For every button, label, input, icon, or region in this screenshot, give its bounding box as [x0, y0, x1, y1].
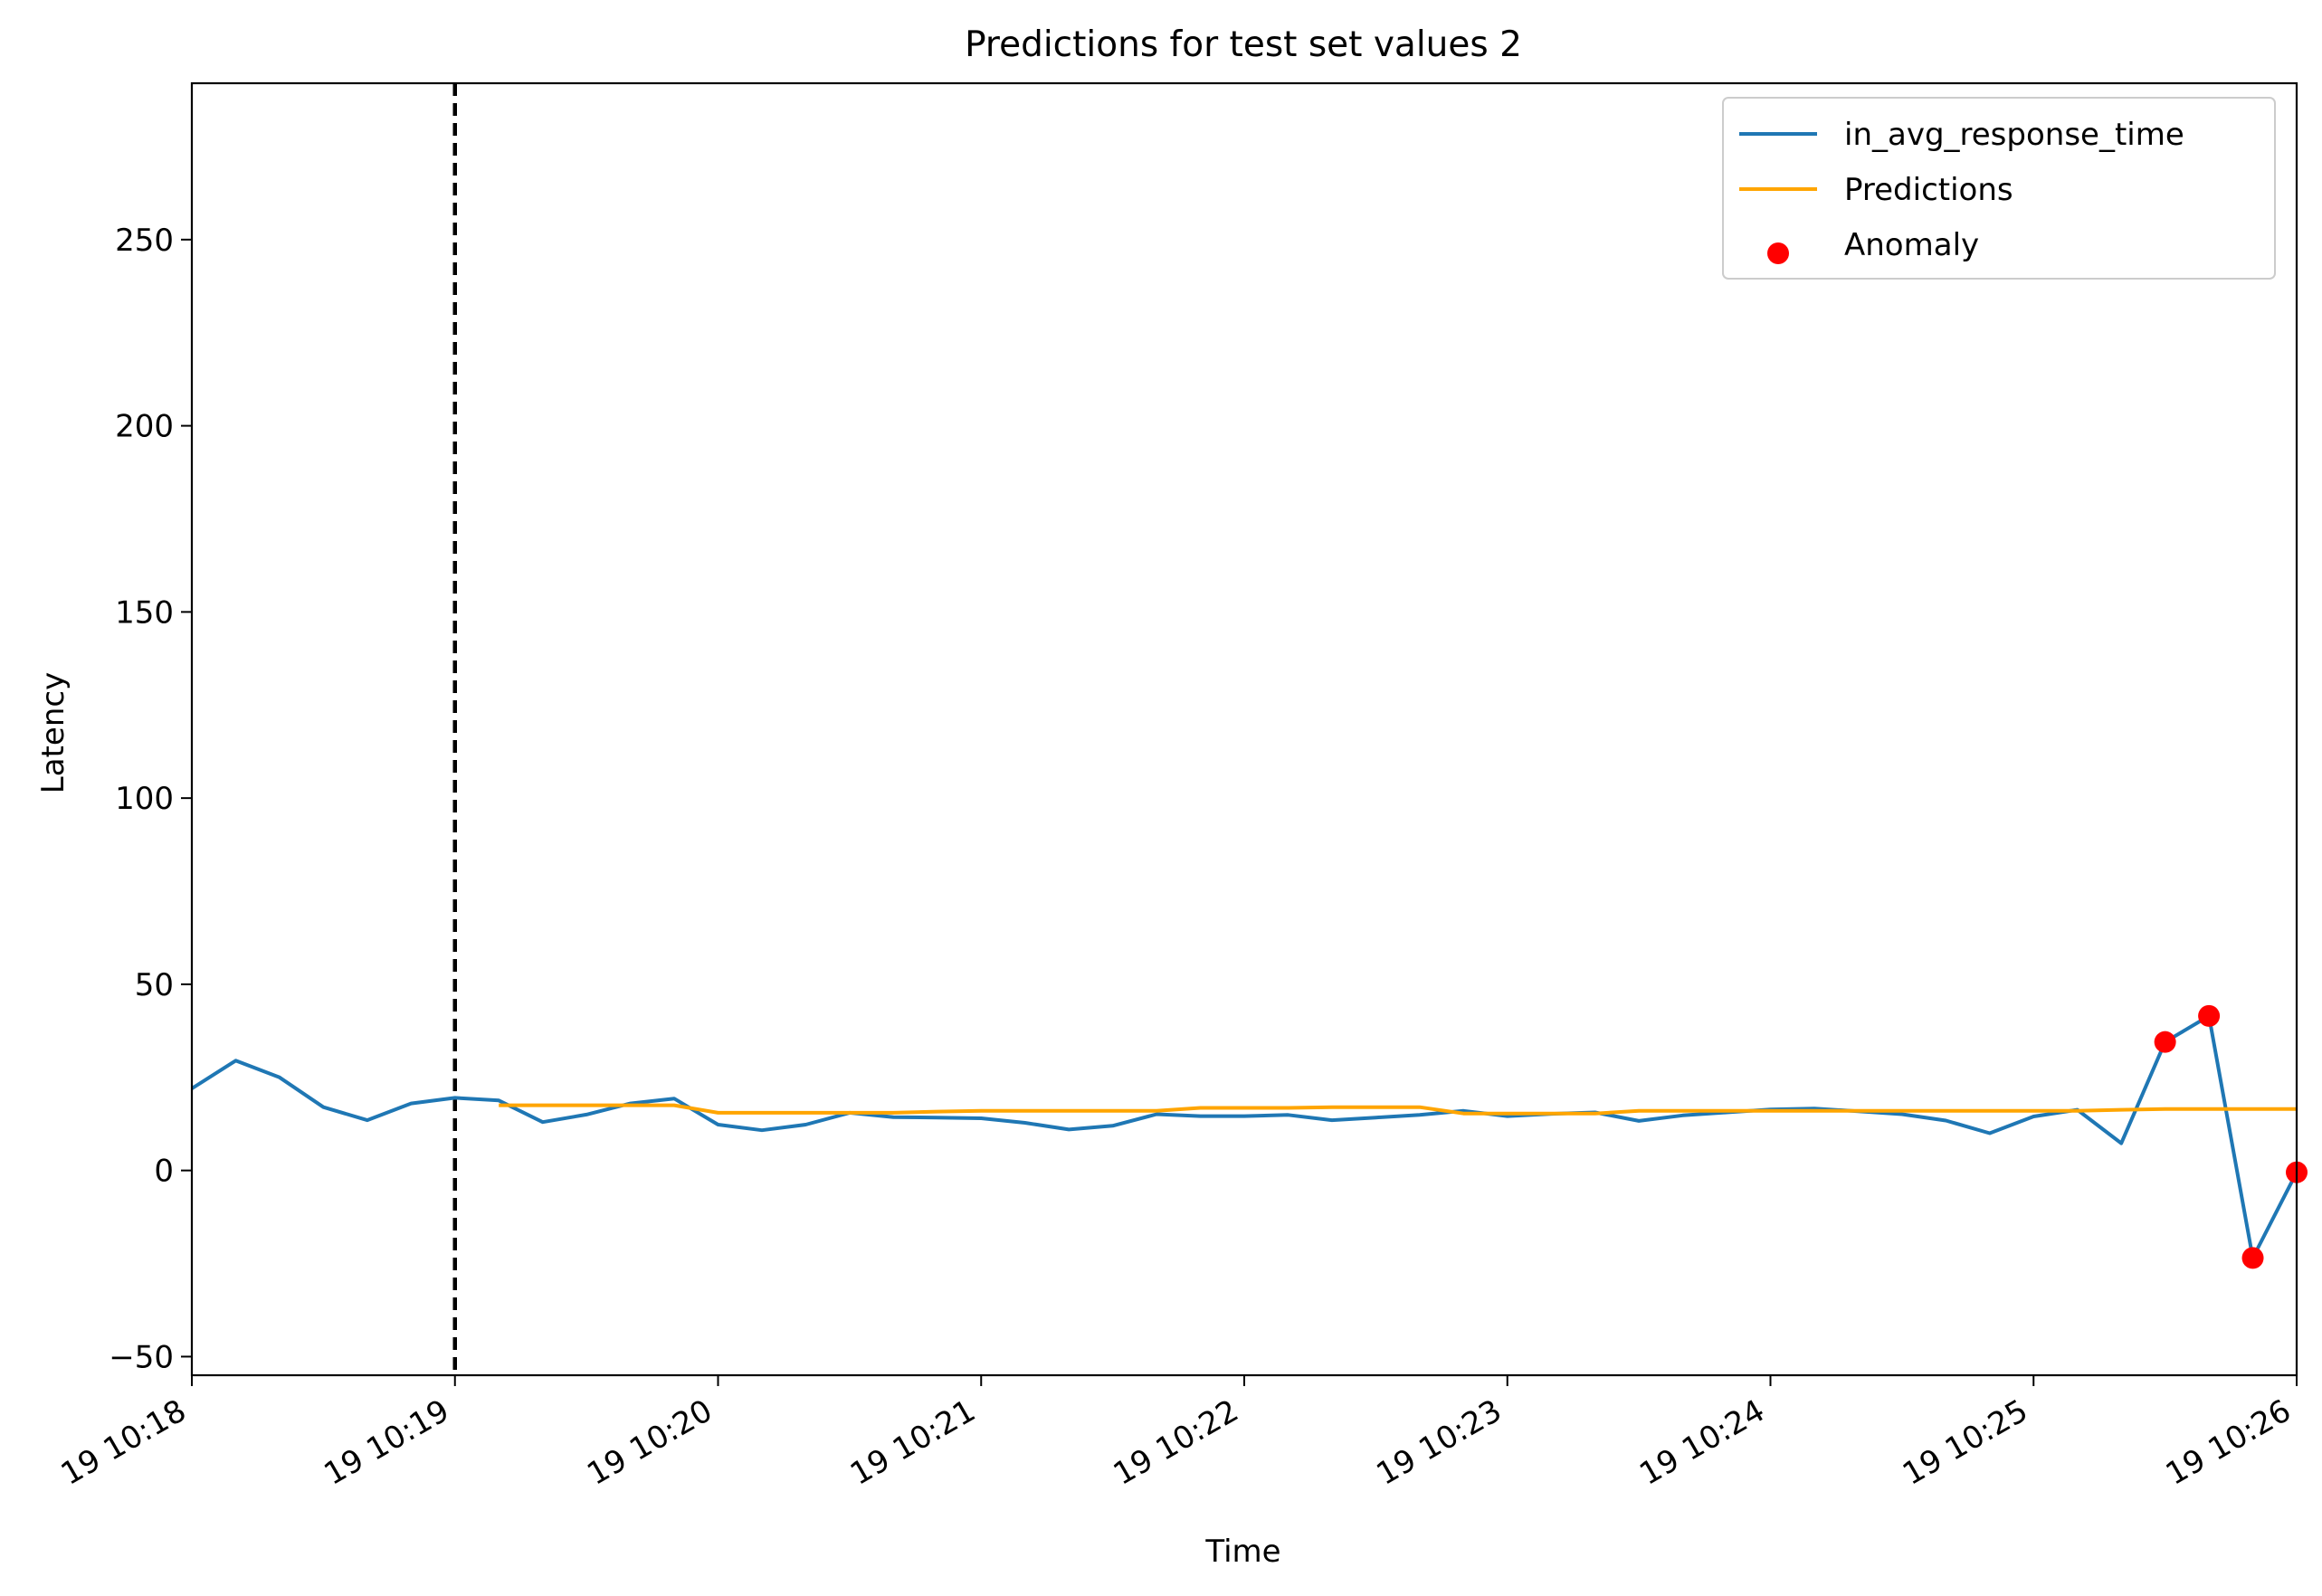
anomaly-point: [2198, 1004, 2221, 1027]
data-layer: [192, 83, 2297, 1375]
series-line-in-avg-response-time: [192, 1013, 2297, 1260]
legend-box: [1722, 97, 2276, 280]
anomaly-point: [2241, 1247, 2264, 1269]
legend: in_avg_response_time Predictions Anomaly: [1722, 97, 2276, 280]
anomaly-point: [2154, 1031, 2176, 1053]
y-tick-label: −50: [109, 1339, 174, 1375]
series-line-predictions: [499, 1103, 2297, 1116]
y-tick-label: 250: [115, 223, 174, 259]
x-axis-label: Time: [1204, 1534, 1280, 1570]
y-tick-label: 100: [115, 781, 174, 817]
legend-label-predictions: Predictions: [1844, 172, 2013, 208]
legend-swatch-anomaly: [1767, 242, 1789, 264]
chart-title: Predictions for test set values 2: [965, 24, 1522, 65]
axes-frame: [190, 81, 2298, 1377]
y-axis-label: Latency: [35, 672, 71, 793]
y-tick-label: 0: [154, 1154, 174, 1190]
y-tick-label: 200: [115, 409, 174, 445]
y-tick-label: 150: [115, 594, 174, 631]
legend-label-anomaly: Anomaly: [1844, 227, 1979, 263]
legend-label-in-avg-response-time: in_avg_response_time: [1844, 117, 2184, 153]
y-tick-label: 50: [135, 967, 174, 1003]
